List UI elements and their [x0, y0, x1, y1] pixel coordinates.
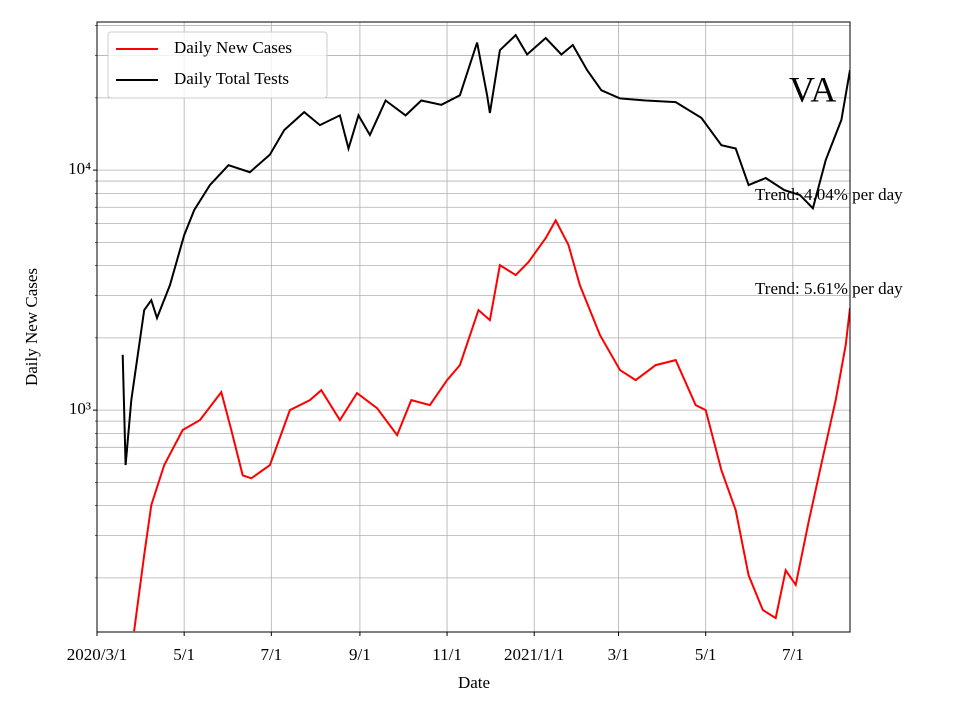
- x-tick-label: 2021/1/1: [504, 645, 564, 664]
- data-line: [121, 33, 850, 466]
- x-tick-label: 7/1: [782, 645, 804, 664]
- data-line: [133, 218, 850, 632]
- plot-frame: [96, 21, 851, 633]
- legend-label: Daily New Cases: [174, 38, 292, 57]
- annotation: Trend: 5.61% per day: [755, 279, 903, 298]
- legend-label: Daily Total Tests: [174, 69, 289, 88]
- x-tick-label: 9/1: [349, 645, 371, 664]
- annotation: VA: [789, 69, 836, 109]
- y-tick-label: 10³: [69, 399, 91, 418]
- y-axis-label: Daily New Cases: [22, 268, 41, 386]
- annotation: Trend: 4.04% per day: [755, 185, 903, 204]
- legend-box: [107, 31, 328, 99]
- x-tick-label: 11/1: [432, 645, 462, 664]
- x-tick-label: 5/1: [695, 645, 717, 664]
- x-axis-label: Date: [458, 673, 490, 692]
- x-tick-label: 7/1: [260, 645, 282, 664]
- x-tick-label: 3/1: [608, 645, 630, 664]
- y-tick-label: 10⁴: [68, 159, 91, 178]
- x-tick-label: 2020/3/1: [67, 645, 127, 664]
- x-tick-label: 5/1: [173, 645, 195, 664]
